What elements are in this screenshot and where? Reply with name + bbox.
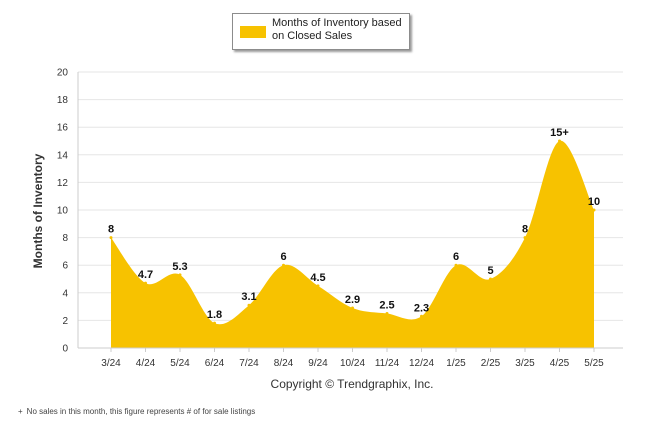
x-tick-label: 3/24 [101,358,121,369]
x-tick-label: 3/25 [515,358,535,369]
data-label: 1.8 [207,309,222,321]
data-label: 4.5 [310,272,325,284]
data-label: 8 [108,224,114,236]
y-tick-label: 0 [62,344,68,355]
data-label: 5.3 [172,261,187,273]
x-tick-label: 8/24 [274,358,294,369]
data-label: 15+ [550,127,569,139]
x-tick-label: 9/24 [308,358,328,369]
data-point [178,273,182,277]
legend: Months of Inventory based on Closed Sale… [232,13,410,50]
data-label: 2.3 [414,302,429,314]
legend-swatch [240,26,266,38]
data-label: 8 [522,224,528,236]
data-label: 2.5 [379,300,394,312]
data-label: 10 [588,196,600,208]
y-axis-title: Months of Inventory [31,153,45,268]
data-point [592,208,596,212]
data-point [351,306,354,310]
x-tick-label: 5/25 [584,358,604,369]
data-point [316,284,320,288]
x-tick-label: 1/25 [446,358,466,369]
data-label: 3.1 [241,291,256,303]
axes: 0 2 4 6 8 10 12 14 16 18 20 3/24 4/24 5/24 6/24 7/24 8/2… [57,68,623,369]
data-labels: 8 4.7 5.3 1.8 3.1 6 4.5 2.9 2.5 2.3 6 5 8 15+ 10 [108,127,600,325]
data-point [454,263,458,267]
y-tick-label: 4 [62,288,68,299]
data-point [247,303,251,307]
y-tick-label: 18 [57,95,69,106]
y-tick-label: 16 [57,123,69,134]
area-series [111,140,594,348]
x-tick-label: 10/24 [340,358,365,369]
data-point [489,277,492,281]
data-label: 6 [280,251,286,263]
footnote-marker: + [18,407,23,416]
data-point [558,139,561,143]
footnote: + No sales in this month, this figure rep… [18,407,255,416]
data-label: 4.7 [138,269,153,281]
y-tick-label: 12 [57,178,69,189]
x-tick-label: 7/24 [239,358,259,369]
y-tick-label: 20 [57,68,69,79]
y-tick-label: 2 [62,316,68,327]
x-tick-label: 6/24 [205,358,225,369]
data-point [144,281,147,285]
data-point [385,312,389,315]
y-tick-label: 8 [62,233,68,244]
data-point [109,236,113,240]
data-label: 2.9 [345,294,360,306]
y-tick-label: 6 [62,261,68,272]
data-label: 5 [487,265,493,277]
x-tick-label: 4/25 [550,358,570,369]
area-fill [111,140,594,348]
legend-label: Months of Inventory based on Closed Sale… [272,17,402,42]
x-tick-label: 2/25 [481,358,501,369]
y-tick-label: 10 [57,206,69,217]
x-tick-label: 11/24 [375,358,400,369]
x-tick-label: 12/24 [409,358,434,369]
y-tick-label: 14 [57,150,69,161]
x-tick-label: 5/24 [170,358,190,369]
data-point [420,314,423,318]
data-point [213,321,216,325]
copyright-caption: Copyright © Trendgraphix, Inc. [271,377,434,391]
footnote-text: No sales in this month, this figure repr… [26,407,256,416]
data-point [282,263,285,267]
x-tick-label: 4/24 [136,358,156,369]
data-label: 6 [453,251,459,263]
data-point [523,236,527,240]
